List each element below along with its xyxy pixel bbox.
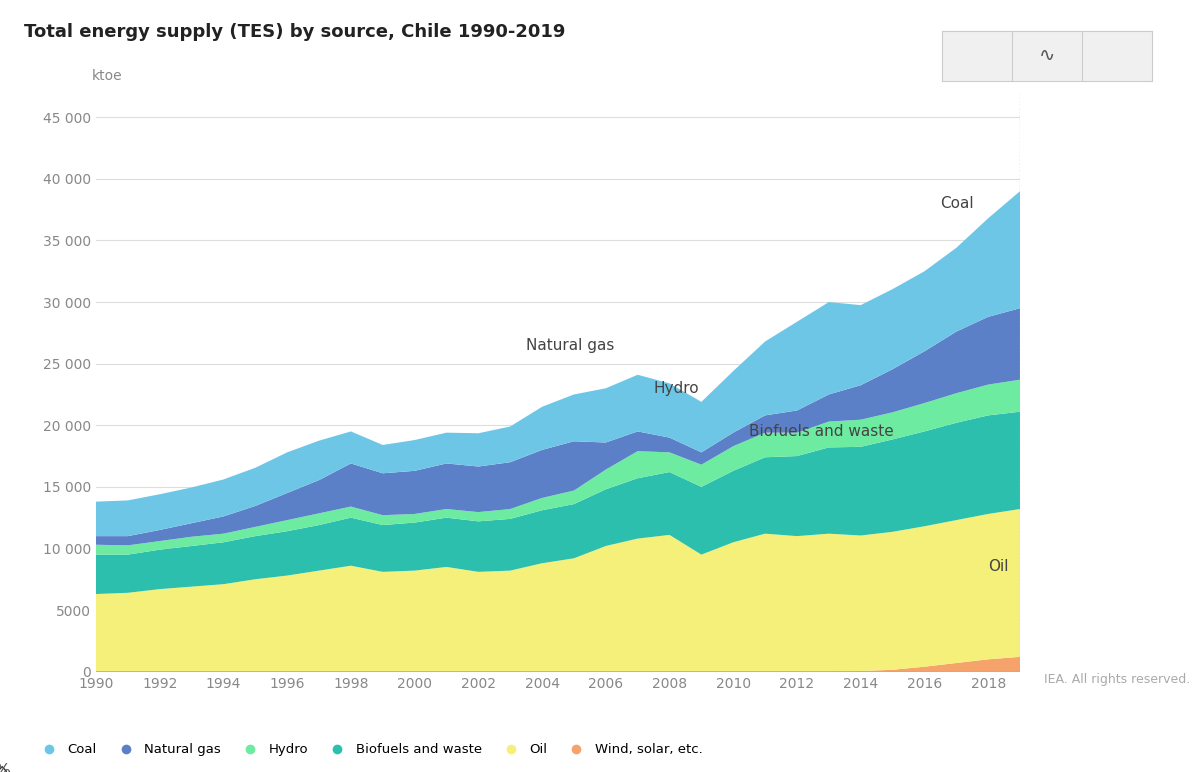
Text: ∿: ∿ — [1039, 46, 1055, 66]
Text: Total energy supply (TES) by source, Chile 1990-2019: Total energy supply (TES) by source, Chi… — [24, 23, 565, 41]
Text: ⌂: ⌂ — [0, 762, 7, 772]
Text: %: % — [0, 763, 11, 772]
Text: Natural gas: Natural gas — [526, 337, 614, 353]
Text: Hydro: Hydro — [654, 381, 700, 396]
Text: ktoe: ktoe — [91, 69, 122, 83]
Text: Coal: Coal — [941, 196, 974, 211]
Legend: Coal, Natural gas, Hydro, Biofuels and waste, Oil, Wind, solar, etc.: Coal, Natural gas, Hydro, Biofuels and w… — [30, 738, 708, 761]
Text: Biofuels and waste: Biofuels and waste — [749, 424, 894, 439]
Text: IEA. All rights reserved.: IEA. All rights reserved. — [1044, 673, 1190, 686]
Text: Oil: Oil — [988, 560, 1009, 574]
